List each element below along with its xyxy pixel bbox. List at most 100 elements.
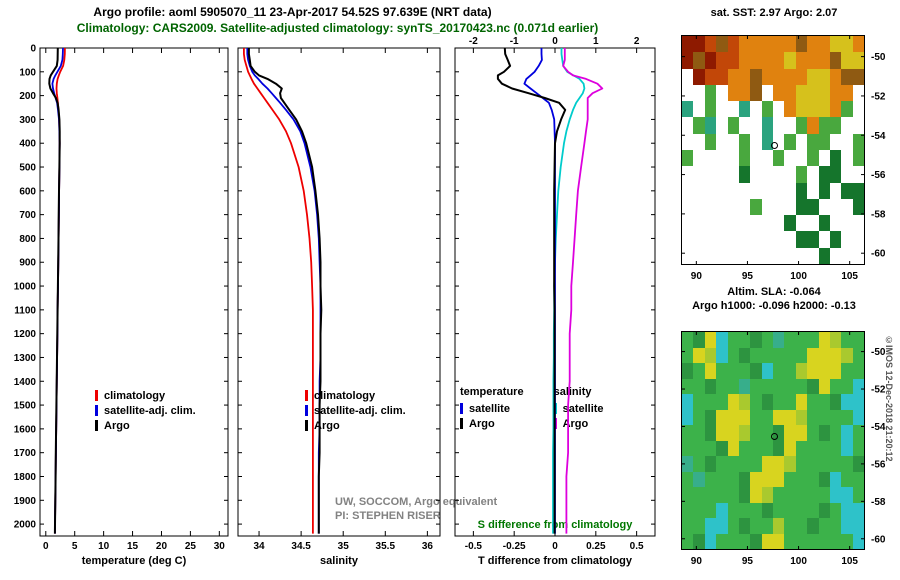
map-cell [773, 347, 785, 363]
map-cell [841, 231, 852, 247]
map-cell [727, 347, 739, 363]
map-cell [682, 183, 693, 199]
map-cell [784, 117, 795, 133]
map-cell [704, 332, 717, 348]
map-cell [795, 68, 808, 85]
map-cell [829, 456, 842, 472]
map-cell [818, 487, 830, 503]
map-x-tick-label: 105 [841, 556, 858, 567]
map-cell [704, 347, 717, 363]
map-cell [761, 533, 773, 549]
map-cell [761, 378, 773, 394]
map-cell [807, 133, 819, 150]
x-tick-label: 30 [214, 541, 226, 552]
legend-label: climatology [104, 389, 166, 402]
map-cell [784, 394, 796, 410]
map-cell [693, 363, 705, 379]
map-cell [795, 533, 808, 549]
map-cell [818, 425, 830, 441]
map-cell [716, 363, 728, 379]
map-cell [784, 166, 795, 182]
map-cell [819, 199, 830, 215]
map-cell [750, 487, 762, 503]
map-cell [738, 68, 751, 85]
map-cell [761, 117, 773, 134]
map-cell [784, 533, 796, 549]
map-cell [807, 248, 818, 264]
map-cell [682, 36, 694, 53]
map-cell [819, 150, 830, 166]
map-cell [762, 248, 773, 264]
map-cell [807, 84, 819, 102]
climatology-legend-marker [305, 390, 308, 401]
map-cell [739, 231, 750, 247]
map-cell [682, 363, 694, 379]
map-cell [693, 52, 705, 69]
map-cell [682, 533, 694, 549]
map-cell [818, 502, 830, 518]
x-tick-label: 20 [156, 541, 168, 552]
map-cell [750, 456, 762, 472]
map-cell [750, 471, 762, 487]
credit-line-2: PI: STEPHEN RISER [335, 510, 441, 522]
map-cell [852, 347, 864, 363]
map-cell [762, 85, 773, 101]
map-cell [818, 394, 830, 410]
map-cell [738, 456, 751, 472]
map-cell [750, 52, 762, 69]
satellite-legend-marker [460, 403, 463, 414]
map-cell [818, 440, 830, 456]
map-cell [784, 36, 796, 53]
map-cell [727, 117, 739, 134]
legend-column-header: salinity [553, 386, 592, 398]
map-cell [773, 363, 785, 379]
map-cell [727, 394, 739, 410]
map-cell [818, 347, 830, 363]
map-cell [795, 502, 808, 518]
map-cell [818, 36, 830, 53]
map-cell [807, 215, 818, 231]
map-cell [704, 117, 717, 134]
map-cell [705, 248, 716, 264]
x-tick-label: 0 [552, 541, 558, 552]
map-cell [716, 394, 728, 410]
map-cell [704, 409, 717, 425]
legend-label: Argo [562, 417, 589, 430]
map-cell [852, 471, 864, 487]
map-cell [818, 166, 830, 183]
map-cell [784, 133, 796, 150]
map-cell [841, 134, 852, 150]
map-cell [796, 215, 807, 231]
map-cell [796, 150, 807, 166]
map-cell [853, 85, 864, 101]
map-cell [682, 440, 694, 456]
map-cell [807, 332, 819, 348]
map-cell [807, 183, 818, 199]
map-cell [795, 117, 808, 134]
legend-item: Argo [460, 416, 524, 431]
map-cell [773, 117, 784, 133]
temperature-legend-column: temperature satellite Argo [460, 386, 524, 431]
map-cell [841, 440, 853, 456]
map-cell [727, 409, 739, 425]
map-cell [750, 332, 762, 348]
map-cell [829, 394, 842, 410]
map-cell [705, 183, 716, 199]
map-cell [704, 133, 717, 150]
map-cell [795, 409, 808, 425]
map-cell [830, 134, 841, 150]
map-cell [829, 347, 842, 363]
map-cell [773, 52, 785, 69]
map-cell [762, 215, 773, 231]
map-cell [761, 471, 773, 487]
map-cell [761, 425, 773, 441]
map-cell [784, 425, 796, 441]
legend-label: satellite [562, 402, 604, 415]
map-cell [784, 487, 796, 503]
map-cell [705, 166, 716, 182]
depth-tick-label: 1000 [14, 282, 37, 293]
map-cell [727, 471, 739, 487]
map-cell [728, 199, 739, 215]
map-y-tick-label: -60 [871, 249, 886, 260]
map-cell [818, 133, 830, 150]
